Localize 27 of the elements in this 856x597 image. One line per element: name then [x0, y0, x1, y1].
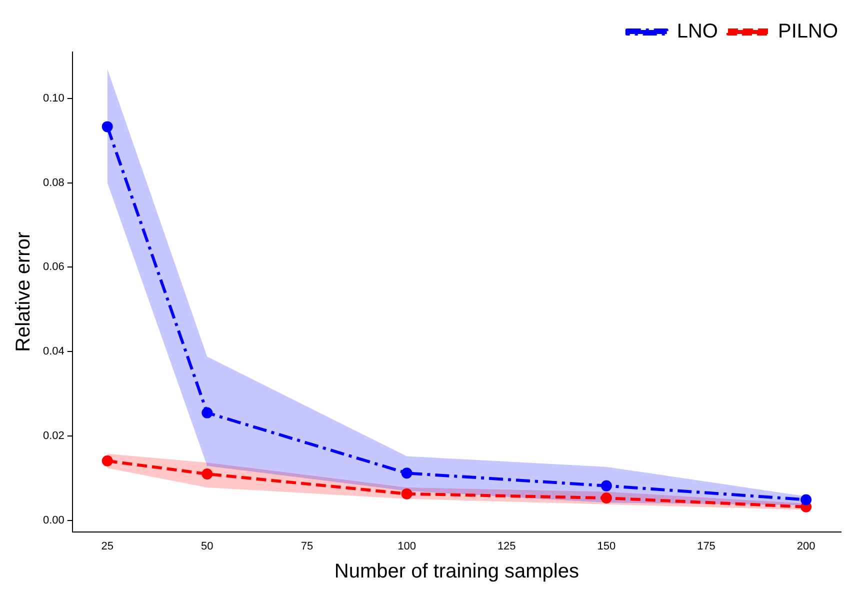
y-tick-label: 0.08: [42, 176, 64, 189]
point: [202, 468, 213, 480]
point: [800, 494, 812, 506]
x-tick-label: 75: [300, 540, 314, 552]
y-axis-title: Relative error: [12, 232, 35, 352]
x-axis-title: Number of training samples: [334, 560, 579, 583]
x-tick-label: 100: [398, 540, 416, 552]
point: [102, 121, 113, 132]
x-tick-label: 125: [497, 540, 516, 552]
y-tick-label: 0.04: [42, 346, 64, 358]
y-tick-label: 0.06: [42, 261, 64, 274]
y-tick-label: 0.10: [42, 92, 64, 104]
point: [202, 407, 213, 418]
point: [600, 480, 612, 492]
point: [401, 488, 412, 500]
x-tick-label: 200: [796, 540, 816, 552]
point: [401, 468, 412, 479]
legend-label: PILNO: [778, 20, 838, 43]
y-tick-label: 0.02: [42, 430, 64, 442]
point: [102, 455, 113, 466]
x-tick-label: 175: [697, 540, 716, 552]
legend-label: LNO: [676, 20, 718, 43]
x-tick-label: 50: [201, 540, 214, 552]
x-tick-label: 25: [101, 540, 114, 552]
y-tick-label: 0.00: [42, 514, 64, 526]
x-tick-label: 150: [597, 540, 616, 552]
point: [600, 492, 612, 504]
